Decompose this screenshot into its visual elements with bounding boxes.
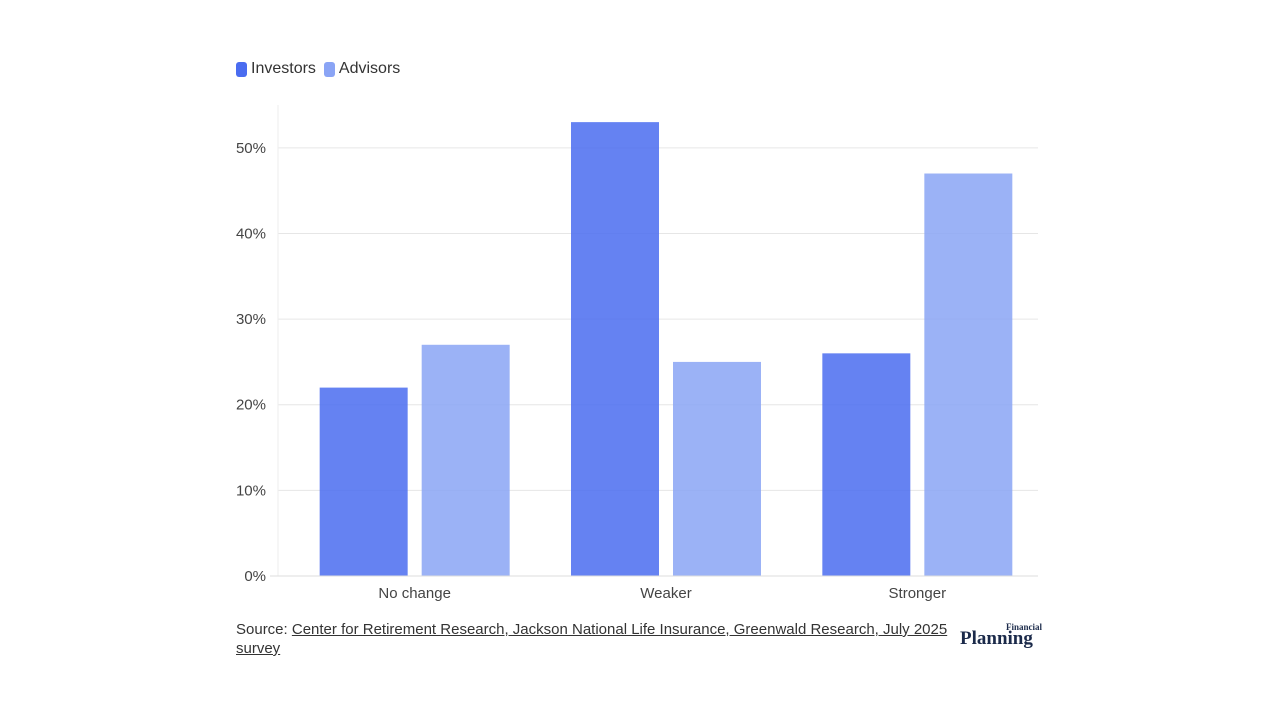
legend-swatch-advisors: [323, 61, 335, 77]
source-link[interactable]: Center for Retirement Research, Jackson …: [236, 621, 948, 657]
legend-swatch-investors: [236, 61, 247, 77]
bar-advisors-2: [924, 173, 1013, 576]
logo-big-text: Planning: [960, 628, 1033, 649]
y-tick-label: 10%: [236, 482, 266, 499]
y-axis-ticks: 0% 10% 20% 30% 40% 50%: [236, 140, 266, 585]
bar-chart: 0% 10% 20% 30% 40% 50% No change Weaker Stronge…: [236, 105, 1038, 602]
legend-item-advisors[interactable]: Advisors: [323, 60, 401, 78]
x-axis-ticks: No change Weaker Stronger: [378, 585, 946, 602]
logo-small-text: Financial: [1005, 622, 1042, 632]
legend-label-advisors: Advisors: [338, 60, 401, 77]
bar-investors-0: [319, 387, 408, 576]
y-tick-label: 0%: [244, 568, 266, 585]
y-tick-label: 40%: [236, 225, 266, 242]
legend: Investors Advisors: [236, 60, 408, 78]
bar-investors-1: [571, 122, 659, 577]
source-prefix: Source:: [236, 621, 292, 638]
legend-label-investors: Investors: [251, 60, 316, 77]
y-tick-label: 50%: [236, 140, 266, 157]
bars: [319, 122, 1013, 577]
x-tick-label: No change: [378, 585, 451, 602]
y-tick-label: 20%: [236, 397, 266, 414]
source-note: Source: Center for Retirement Research, …: [236, 620, 966, 658]
bar-investors-2: [822, 353, 911, 576]
financial-planning-logo: Financial Planning: [960, 622, 1044, 650]
bar-advisors-0: [421, 344, 510, 576]
y-tick-label: 30%: [236, 311, 266, 328]
x-tick-label: Stronger: [889, 585, 947, 602]
legend-item-investors[interactable]: Investors: [236, 60, 316, 78]
x-tick-label: Weaker: [640, 585, 691, 602]
bar-advisors-1: [673, 361, 761, 576]
